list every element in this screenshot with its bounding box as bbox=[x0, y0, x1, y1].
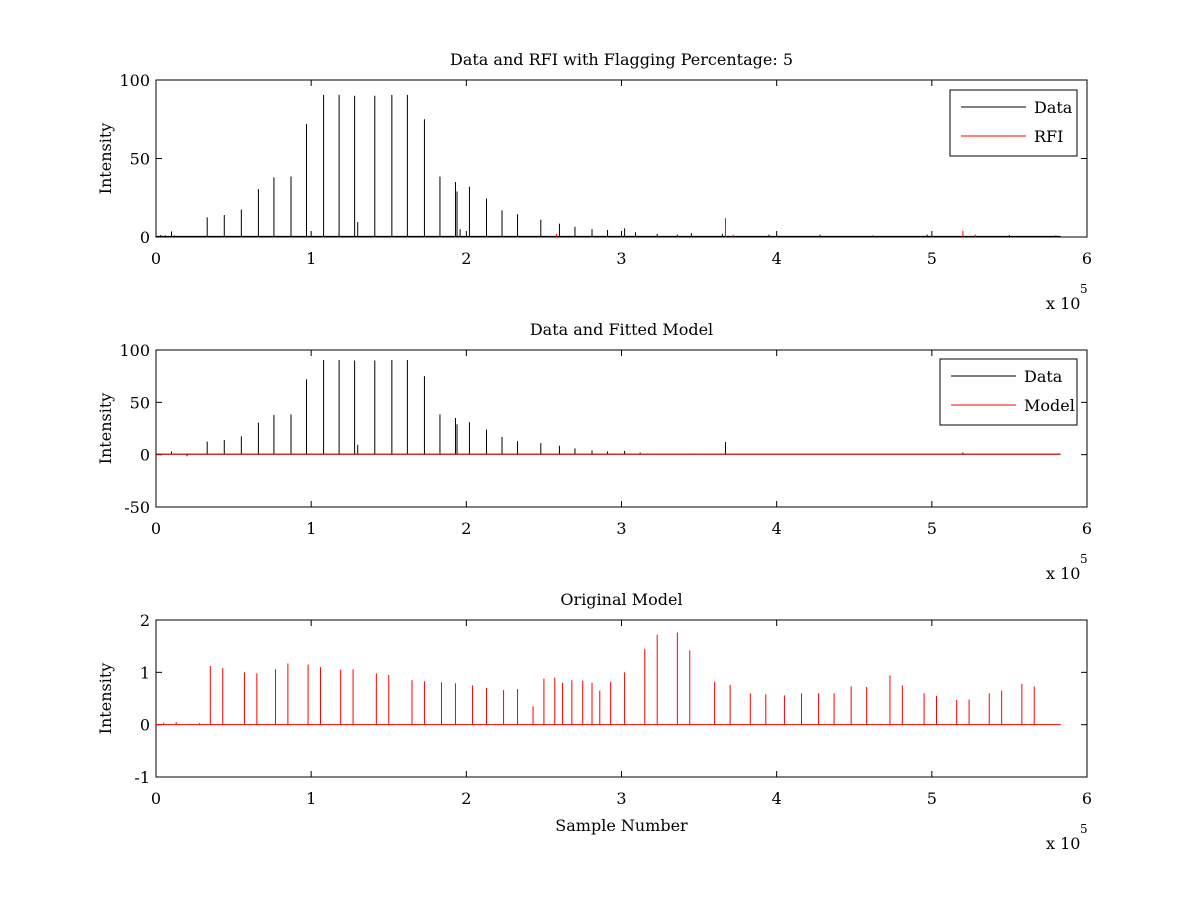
legend-label: RFI bbox=[1034, 127, 1063, 146]
legend-label: Model bbox=[1024, 396, 1075, 415]
axes-box bbox=[155, 619, 1088, 778]
subplot-2: Data and Fitted Model Intensity 0 1 2 3 4 5 6 x 1… bbox=[96, 320, 1092, 583]
y-tick-label: 1 bbox=[140, 663, 150, 682]
x-tick-label: 1 bbox=[306, 789, 316, 808]
legend-box bbox=[949, 89, 1078, 157]
series-data bbox=[156, 359, 1061, 457]
y-tick-label: 0 bbox=[140, 446, 150, 465]
legend-label: Data bbox=[1034, 98, 1073, 117]
x-tick-label: 2 bbox=[461, 519, 471, 538]
x-multiplier-base: x 10 bbox=[1046, 294, 1080, 313]
legend: Data Model bbox=[939, 358, 1078, 426]
x-multiplier-base: x 10 bbox=[1046, 564, 1080, 583]
x-tick-label: 2 bbox=[461, 249, 471, 268]
y-axis-label: Intensity bbox=[96, 123, 115, 195]
x-tick-label: 6 bbox=[1082, 519, 1092, 538]
y-tick-label: 50 bbox=[130, 150, 150, 169]
y-tick-label: -50 bbox=[124, 498, 150, 517]
y-tick-label: 2 bbox=[140, 611, 150, 630]
x-tick-label: 3 bbox=[616, 519, 626, 538]
x-tick-label: 5 bbox=[927, 249, 937, 268]
x-tick-label: 0 bbox=[151, 789, 161, 808]
y-tick-label: 100 bbox=[119, 341, 150, 360]
x-tick-label: 1 bbox=[306, 519, 316, 538]
chart-title: Data and Fitted Model bbox=[530, 320, 713, 339]
x-tick-label: 6 bbox=[1082, 789, 1092, 808]
x-tick-label: 4 bbox=[772, 519, 782, 538]
y-tick-label: 0 bbox=[140, 228, 150, 247]
x-axis-label: Sample Number bbox=[555, 816, 688, 835]
chart-title: Data and RFI with Flagging Percentage: 5 bbox=[450, 50, 793, 69]
series-rfi bbox=[555, 218, 976, 237]
x-tick-label: 5 bbox=[927, 789, 937, 808]
subplot-1: Data and RFI with Flagging Percentage: 5… bbox=[96, 50, 1092, 313]
legend-label: Data bbox=[1024, 367, 1063, 386]
x-multiplier-exponent: 5 bbox=[1080, 822, 1088, 836]
x-tick-label: 4 bbox=[772, 249, 782, 268]
y-tick-label: 50 bbox=[130, 393, 150, 412]
axes-box bbox=[155, 79, 1088, 238]
x-multiplier-base: x 10 bbox=[1046, 834, 1080, 853]
y-axis-label: Intensity bbox=[96, 663, 115, 735]
y-tick-label: 0 bbox=[140, 716, 150, 735]
x-tick-label: 1 bbox=[306, 249, 316, 268]
x-tick-label: 3 bbox=[616, 789, 626, 808]
x-tick-label: 3 bbox=[616, 249, 626, 268]
y-tick-label: 100 bbox=[119, 71, 150, 90]
y-tick-label: -1 bbox=[134, 768, 150, 787]
series-model-line bbox=[156, 632, 1061, 726]
legend-box bbox=[939, 358, 1078, 426]
x-multiplier-exponent: 5 bbox=[1080, 282, 1088, 296]
x-multiplier-exponent: 5 bbox=[1080, 552, 1088, 566]
chart-title: Original Model bbox=[560, 590, 682, 609]
y-axis-label: Intensity bbox=[96, 393, 115, 465]
subplot-3: Original Model Intensity Sample Number 0 1 2 3… bbox=[96, 590, 1092, 853]
x-tick-label: 0 bbox=[151, 249, 161, 268]
x-tick-label: 0 bbox=[151, 519, 161, 538]
series-data bbox=[155, 94, 1061, 237]
x-tick-label: 2 bbox=[461, 789, 471, 808]
x-tick-label: 6 bbox=[1082, 249, 1092, 268]
x-tick-label: 4 bbox=[772, 789, 782, 808]
legend: Data RFI bbox=[949, 89, 1078, 157]
x-tick-label: 5 bbox=[927, 519, 937, 538]
